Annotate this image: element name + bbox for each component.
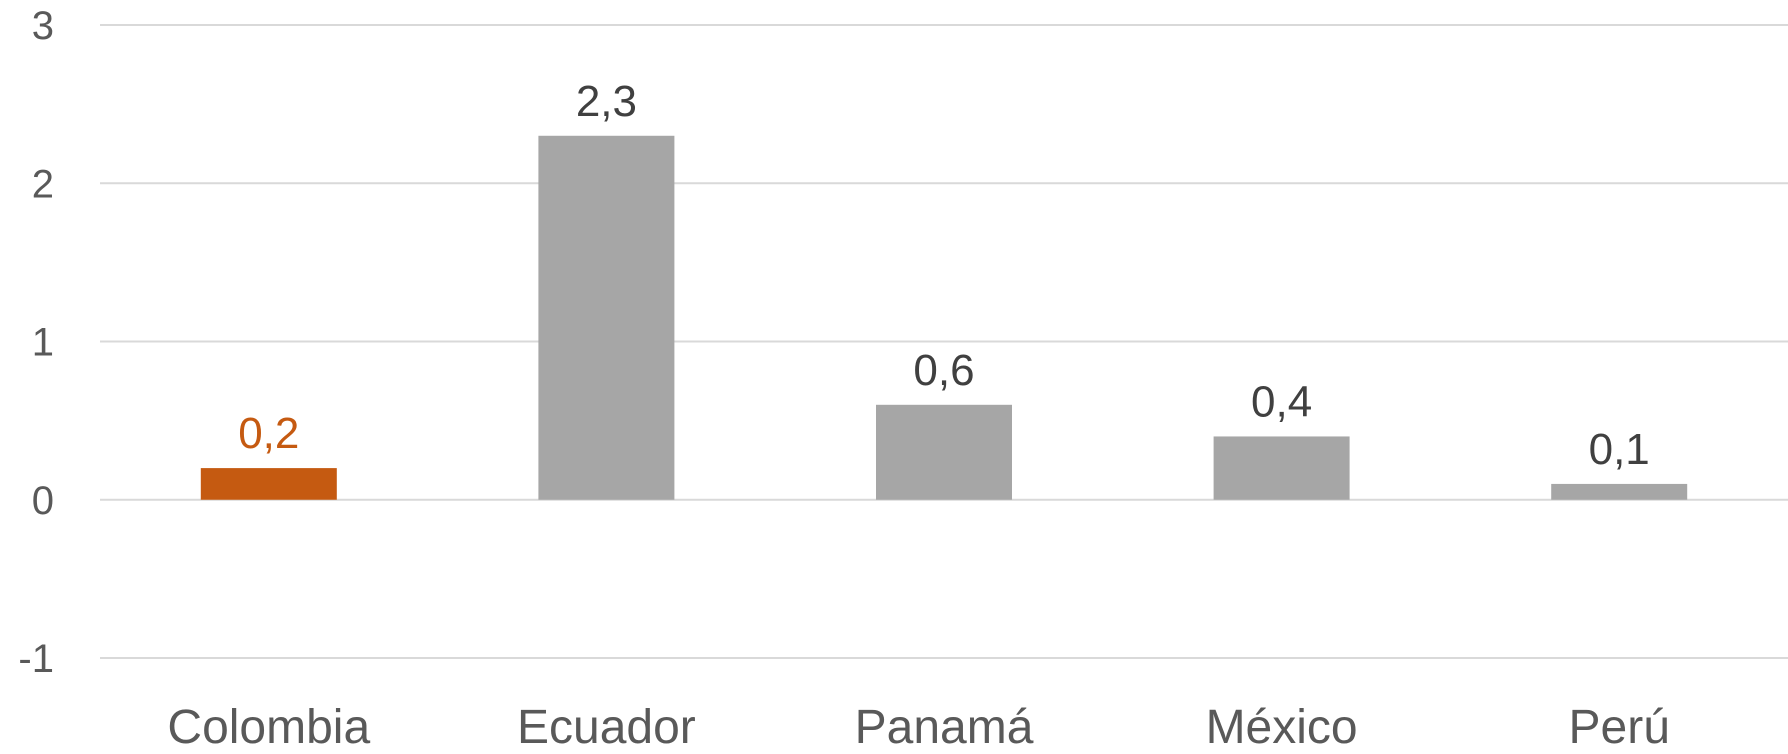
y-tick-label: 2	[32, 162, 54, 206]
bar	[1551, 483, 1688, 500]
x-tick-label: Ecuador	[517, 701, 696, 749]
data-label: 2,3	[576, 77, 637, 126]
bar	[538, 135, 675, 500]
x-tick-label: Colombia	[167, 701, 370, 749]
data-label: 0,2	[238, 409, 299, 458]
y-tick-label: -1	[18, 637, 54, 681]
data-labels: 0,2 2,3 0,6 0,4 0,1	[238, 77, 1650, 474]
y-axis-ticks: -1 0 1 2 3	[18, 4, 54, 681]
data-label: 0,6	[913, 346, 974, 395]
bars	[200, 135, 1688, 500]
x-tick-label: Panamá	[855, 701, 1034, 749]
y-tick-label: 1	[32, 321, 54, 365]
y-tick-label: 0	[32, 479, 54, 523]
x-tick-label: Perú	[1569, 701, 1670, 749]
data-label: 0,4	[1251, 377, 1312, 426]
bar	[1213, 436, 1350, 500]
bar	[200, 468, 337, 500]
x-tick-label: México	[1206, 701, 1358, 749]
data-label: 0,1	[1589, 425, 1650, 474]
bar	[876, 404, 1012, 500]
x-axis-ticks: Colombia Ecuador Panamá México Perú	[167, 701, 1670, 754]
gridlines	[100, 24, 1788, 659]
y-tick-label: 3	[32, 4, 54, 48]
